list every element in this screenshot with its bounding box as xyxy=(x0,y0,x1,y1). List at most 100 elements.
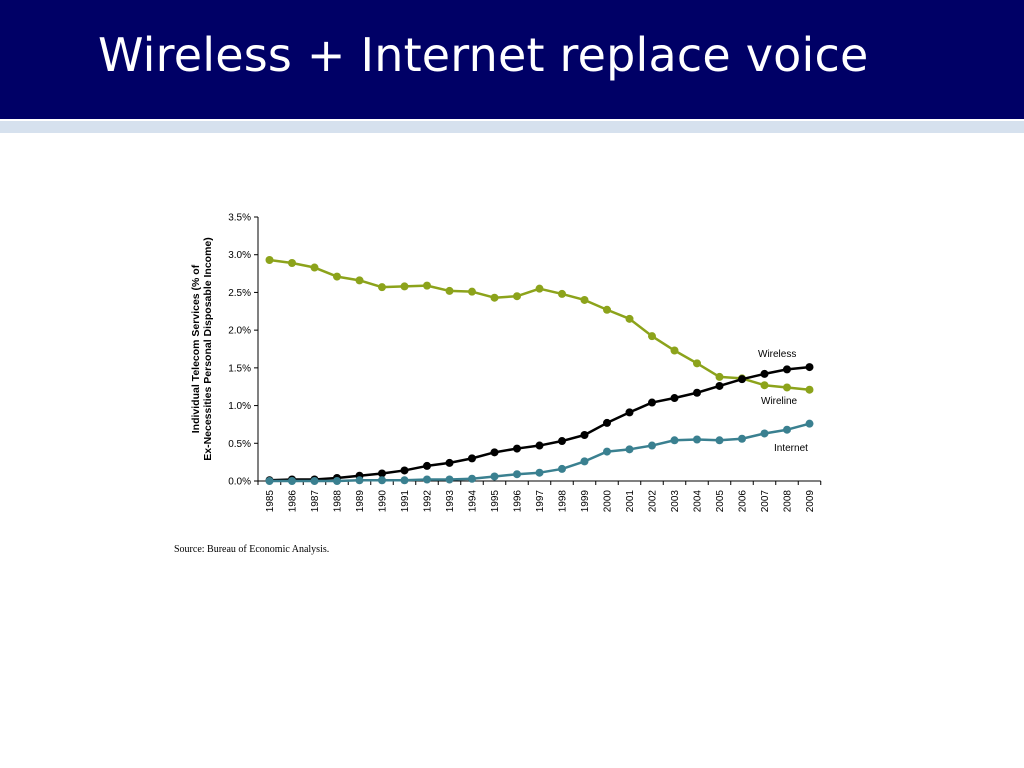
internet-point xyxy=(715,436,724,445)
x-tick-label: 2006 xyxy=(738,490,749,513)
y-tick-label: 3.0% xyxy=(228,250,251,261)
wireless-point xyxy=(580,430,589,439)
x-tick-label: 1993 xyxy=(445,490,456,513)
y-tick-label: 2.5% xyxy=(228,288,251,299)
internet-point xyxy=(738,434,746,443)
wireline-point xyxy=(288,259,296,268)
x-tick-label: 1994 xyxy=(468,490,479,513)
internet-point xyxy=(265,477,274,485)
internet-point xyxy=(603,447,611,456)
internet-point xyxy=(535,468,544,477)
wireless-point xyxy=(513,444,521,453)
wireless-point xyxy=(760,369,769,378)
x-tick-label: 2004 xyxy=(693,490,704,513)
internet-point xyxy=(468,474,476,483)
wireline-point xyxy=(603,305,611,314)
wireline-point xyxy=(625,314,634,323)
x-tick-label: 1991 xyxy=(400,490,411,513)
x-tick-label: 2000 xyxy=(603,490,614,513)
wireline-point xyxy=(310,263,319,272)
wireline-point xyxy=(580,295,589,304)
x-tick-label: 1990 xyxy=(378,490,389,513)
wireline-point xyxy=(558,289,566,298)
x-tick-label: 1997 xyxy=(535,490,546,513)
x-tick-label: 1992 xyxy=(423,490,434,513)
wireline-point xyxy=(760,381,769,390)
wireline-point xyxy=(468,287,476,296)
wireless-point xyxy=(625,408,634,417)
wireless-point xyxy=(693,388,701,397)
y-axis-label-line: Individual Telecom Services (% of xyxy=(190,264,202,433)
chart-ticks: 0.0% 0.5% 1.0% 1.5% 2.0% 2.5% 3.0% 3.5% 1985 1986… xyxy=(228,213,822,513)
wireline-point xyxy=(355,276,364,285)
wireline-point xyxy=(423,281,431,290)
wireless-point xyxy=(738,375,746,384)
y-tick-label: 3.5% xyxy=(228,213,251,224)
x-tick-label: 1986 xyxy=(288,490,299,513)
internet-point xyxy=(693,435,701,444)
series-labels: Wireline Wireless Internet xyxy=(758,349,808,454)
x-tick-label: 2008 xyxy=(783,490,794,513)
source-note: Source: Bureau of Economic Analysis. xyxy=(174,544,330,555)
title-underline xyxy=(0,121,1024,133)
internet-point xyxy=(558,464,566,473)
y-axis-label-line: Ex-Necessities Personal Disposable Incom… xyxy=(202,237,214,461)
wireless-point xyxy=(670,394,679,403)
internet-point xyxy=(513,470,521,479)
wireline-point xyxy=(805,385,814,394)
internet-point xyxy=(625,445,634,454)
wireless-point xyxy=(558,437,566,446)
x-tick-label: 1988 xyxy=(333,490,344,513)
wireline-point xyxy=(333,272,341,281)
wireless-point xyxy=(490,448,499,457)
wireless-point xyxy=(715,381,724,390)
wireline-point xyxy=(400,282,409,291)
x-tick-label: 2002 xyxy=(648,490,659,513)
internet-point xyxy=(648,441,656,450)
wireless-point xyxy=(603,418,611,427)
wireline-point xyxy=(490,293,499,302)
wireline-point xyxy=(670,346,679,355)
slide-title: Wireless + Internet replace voice xyxy=(98,28,869,82)
wireline-point xyxy=(378,283,386,292)
wireline-point xyxy=(648,332,656,341)
y-tick-label: 2.0% xyxy=(228,326,251,337)
wireline-point xyxy=(445,286,454,295)
internet-point xyxy=(378,476,386,485)
x-tick-label: 2005 xyxy=(715,490,726,513)
internet-point xyxy=(760,429,769,438)
internet-point xyxy=(445,475,454,484)
x-tick-label: 2003 xyxy=(670,490,681,513)
wireline-point xyxy=(783,383,791,392)
wireless-point xyxy=(400,466,409,475)
wireless-point xyxy=(378,469,386,478)
x-tick-label: 1998 xyxy=(558,490,569,513)
x-tick-label: 1996 xyxy=(513,490,524,513)
wireless-point xyxy=(423,461,431,470)
y-axis-label: Individual Telecom Services (% of Ex-Nece… xyxy=(190,237,214,461)
y-tick-label: 1.0% xyxy=(228,401,251,412)
chart-series xyxy=(265,255,814,485)
chart-axes xyxy=(257,217,821,482)
internet-point xyxy=(288,477,296,485)
x-tick-label: 2001 xyxy=(625,490,636,513)
internet-point xyxy=(490,472,499,481)
wireline-point xyxy=(715,372,724,381)
x-tick-label: 2009 xyxy=(805,490,816,513)
wireless-point xyxy=(445,458,454,467)
internet-point xyxy=(783,425,791,434)
x-tick-label: 1999 xyxy=(580,490,591,513)
internet-point xyxy=(423,475,431,484)
internet-point xyxy=(580,457,589,466)
x-tick-label: 1985 xyxy=(265,490,276,513)
wireline-line xyxy=(269,258,810,391)
x-tick-label: 1995 xyxy=(490,490,501,513)
wireless-line xyxy=(269,365,810,482)
wireline-point xyxy=(513,292,521,301)
wireless-point xyxy=(805,363,814,372)
wireline-point xyxy=(265,255,274,264)
wireless-point xyxy=(783,365,791,374)
wireless-point xyxy=(648,398,656,407)
title-bar: Wireless + Internet replace voice xyxy=(0,0,1024,119)
